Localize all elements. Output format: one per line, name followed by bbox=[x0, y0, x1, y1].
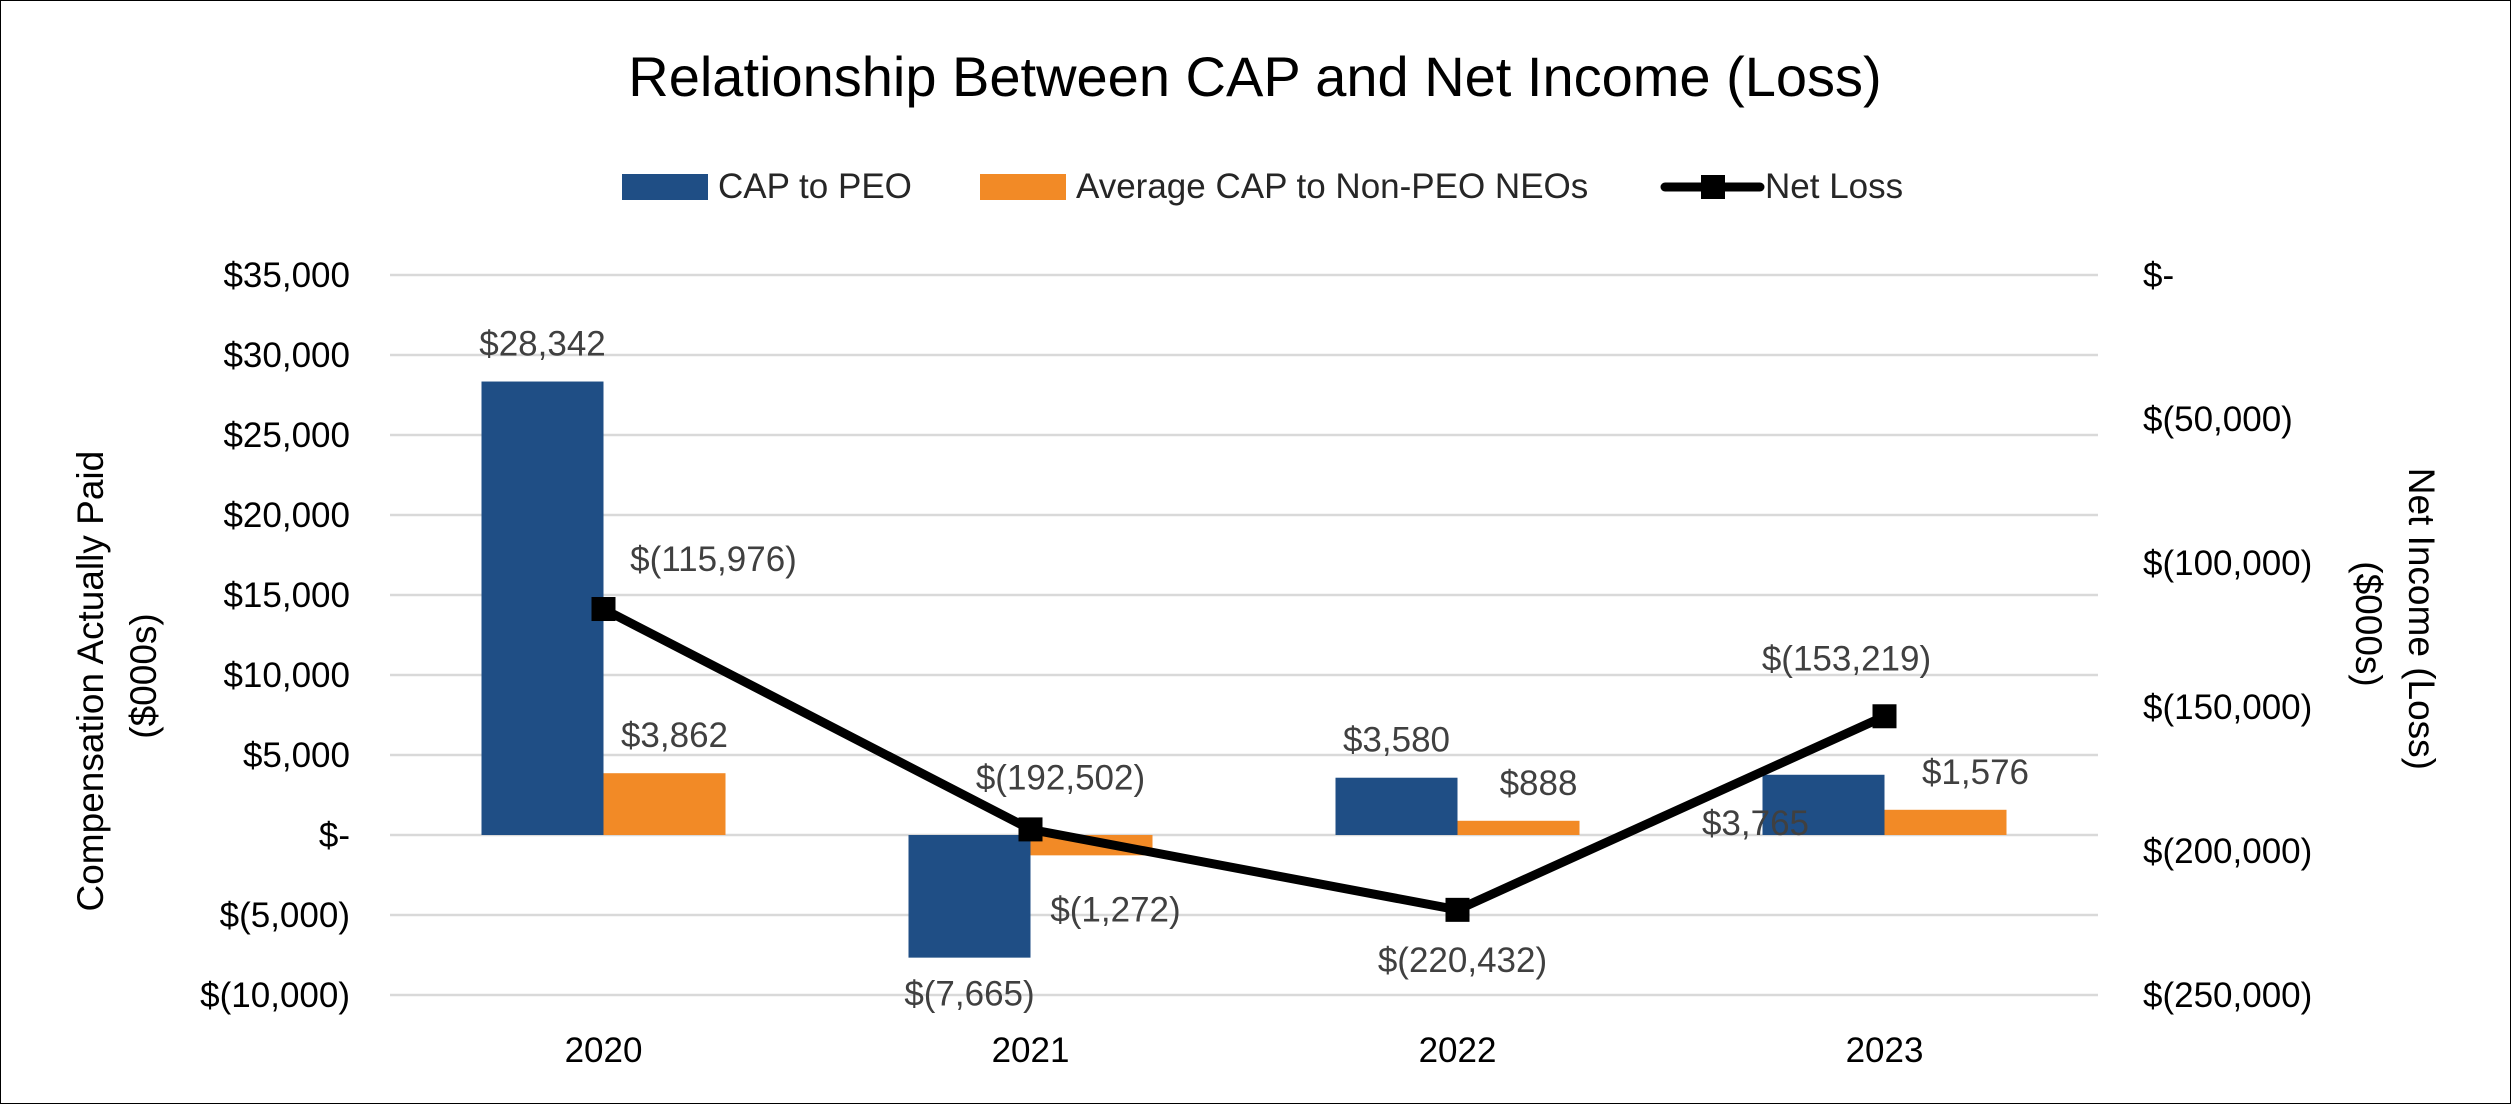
data-label-average-cap-non-peo: $888 bbox=[1500, 764, 1578, 803]
category-label: 2023 bbox=[1846, 1031, 1924, 1070]
net-loss-marker bbox=[1872, 704, 1897, 729]
category-label: 2020 bbox=[565, 1031, 643, 1070]
net-loss-line bbox=[591, 597, 1897, 922]
net-loss-polyline bbox=[601, 605, 1887, 915]
right-tick-label: $(250,000) bbox=[2143, 976, 2312, 1015]
left-tick-label: $25,000 bbox=[223, 416, 350, 455]
right-tick-label: $- bbox=[2143, 256, 2174, 295]
right-tick-label: $(50,000) bbox=[2143, 400, 2293, 439]
net-loss-marker bbox=[1445, 897, 1470, 922]
bar-average-cap-non-peo bbox=[1457, 820, 1580, 835]
data-label-cap-to-peo: $3,765 bbox=[1702, 804, 1809, 843]
left-axis-title-line-2: ($000s) bbox=[123, 613, 164, 738]
category-label: 2022 bbox=[1419, 1031, 1497, 1070]
left-axis-title: Compensation Actually Paid ($000s) bbox=[70, 441, 164, 912]
right-tick-label: $(200,000) bbox=[2143, 832, 2312, 871]
net-loss-marker bbox=[591, 597, 616, 622]
data-label-cap-to-peo: $3,580 bbox=[1343, 721, 1450, 760]
data-labels: $28,342 $(7,665) $3,580 $3,765 $3,862 $(1,272… bbox=[479, 325, 2029, 1014]
right-axis-title-line-1: Net Income (Loss) bbox=[2401, 468, 2442, 770]
bars bbox=[481, 381, 2007, 958]
chart-title: Relationship Between CAP and Net Income … bbox=[628, 45, 1881, 108]
data-label-cap-to-peo: $(7,665) bbox=[904, 975, 1034, 1014]
data-label-net-loss: $(153,219) bbox=[1762, 639, 1931, 678]
bar-average-cap-non-peo bbox=[1884, 809, 2007, 835]
left-tick-label: $20,000 bbox=[223, 496, 350, 535]
legend: CAP to PEO Average CAP to Non-PEO NEOs N… bbox=[622, 167, 1903, 206]
data-label-average-cap-non-peo: $1,576 bbox=[1922, 753, 2029, 792]
legend-marker-net-loss bbox=[1701, 175, 1725, 199]
left-tick-label: $- bbox=[319, 816, 350, 855]
right-tick-label: $(100,000) bbox=[2143, 544, 2312, 583]
left-axis-ticks: $35,000 $30,000 $25,000 $20,000 $15,000 $10,0… bbox=[200, 256, 350, 1015]
data-label-net-loss: $(115,976) bbox=[630, 540, 797, 579]
net-loss-marker bbox=[1018, 817, 1043, 842]
legend-label-cap-to-peo: CAP to PEO bbox=[718, 167, 912, 206]
bar-average-cap-non-peo bbox=[603, 773, 726, 835]
bar-cap-to-peo bbox=[908, 835, 1031, 958]
right-axis-title: Net Income (Loss) ($000s) bbox=[2348, 468, 2442, 781]
data-label-average-cap-non-peo: $(1,272) bbox=[1050, 890, 1180, 929]
category-axis-ticks: 2020 2021 2022 2023 bbox=[565, 1031, 1924, 1070]
right-axis-title-line-2: ($000s) bbox=[2348, 561, 2389, 686]
legend-swatch-cap-to-peo bbox=[622, 174, 708, 200]
left-tick-label: $30,000 bbox=[223, 336, 350, 375]
left-tick-label: $15,000 bbox=[223, 576, 350, 615]
left-tick-label: $(10,000) bbox=[200, 976, 350, 1015]
left-axis-title-line-1: Compensation Actually Paid bbox=[70, 451, 111, 912]
bar-cap-to-peo bbox=[1335, 777, 1458, 835]
bar-cap-to-peo bbox=[1762, 774, 1885, 835]
left-tick-label: $35,000 bbox=[223, 256, 350, 295]
left-tick-label: $5,000 bbox=[243, 736, 350, 775]
bar-cap-to-peo bbox=[481, 381, 604, 835]
legend-label-average-cap-non-peo: Average CAP to Non-PEO NEOs bbox=[1076, 167, 1588, 206]
data-label-net-loss: $(220,432) bbox=[1378, 941, 1547, 980]
data-label-average-cap-non-peo: $3,862 bbox=[621, 716, 728, 755]
legend-label-net-loss: Net Loss bbox=[1765, 167, 1903, 206]
left-tick-label: $10,000 bbox=[223, 656, 350, 695]
legend-swatch-average-cap-non-peo bbox=[980, 174, 1066, 200]
right-axis-ticks: $- $(50,000) $(100,000) $(150,000) $(200,000… bbox=[2143, 256, 2312, 1015]
category-label: 2021 bbox=[992, 1031, 1070, 1070]
data-label-net-loss: $(192,502) bbox=[976, 758, 1145, 797]
left-tick-label: $(5,000) bbox=[220, 896, 350, 935]
right-tick-label: $(150,000) bbox=[2143, 688, 2312, 727]
data-label-cap-to-peo: $28,342 bbox=[479, 325, 606, 364]
